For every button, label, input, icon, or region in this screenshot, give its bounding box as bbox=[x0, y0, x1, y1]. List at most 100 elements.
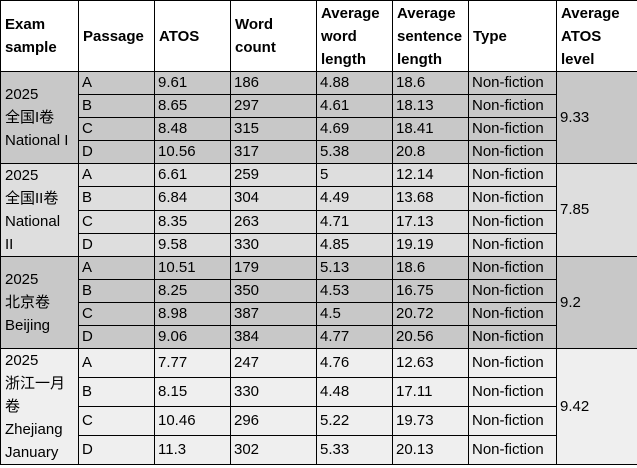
type-cell: Non-fiction bbox=[468, 162, 557, 188]
avg-word-length-cell: 4.85 bbox=[316, 232, 393, 258]
atos-cell: 8.98 bbox=[154, 302, 231, 326]
exam-sample-line: Beijing bbox=[5, 317, 51, 334]
passage-cell: A bbox=[78, 348, 155, 378]
word-count-cell: 317 bbox=[230, 140, 317, 164]
type-cell: Non-fiction bbox=[468, 279, 557, 303]
exam-sample-line: 北京卷 bbox=[5, 294, 51, 311]
word-count-cell: 350 bbox=[230, 279, 317, 303]
atos-cell: 8.65 bbox=[154, 94, 231, 118]
atos-cell: 9.06 bbox=[154, 325, 231, 349]
exam-sample-line: National bbox=[5, 213, 61, 230]
table-row: D 9.06 384 4.77 20.56 Non-fiction bbox=[1, 325, 637, 349]
word-count-cell: 387 bbox=[230, 302, 317, 326]
avg-sentence-length-cell: 12.63 bbox=[392, 348, 469, 378]
avg-word-length-cell: 4.49 bbox=[316, 186, 393, 211]
avg-word-length-cell: 5.22 bbox=[316, 406, 393, 436]
passage-cell: B bbox=[78, 279, 155, 303]
exam-sample-line: National I bbox=[5, 132, 69, 149]
avg-word-length-cell: 4.48 bbox=[316, 377, 393, 407]
word-count-cell: 302 bbox=[230, 435, 317, 465]
header-average-atos-level: Average ATOS level bbox=[556, 0, 637, 72]
avg-sentence-length-cell: 20.8 bbox=[392, 140, 469, 164]
table-row: B 8.65 297 4.61 18.13 Non-fiction bbox=[1, 94, 637, 118]
type-cell: Non-fiction bbox=[468, 140, 557, 164]
exam-sample-line: 浙江一月 bbox=[5, 375, 66, 392]
atos-cell: 10.46 bbox=[154, 406, 231, 436]
passage-cell: B bbox=[78, 94, 155, 118]
avg-word-length-cell: 4.53 bbox=[316, 279, 393, 303]
atos-cell: 10.51 bbox=[154, 256, 231, 280]
passage-cell: C bbox=[78, 117, 155, 141]
avg-sentence-length-cell: 20.72 bbox=[392, 302, 469, 326]
avg-sentence-length-cell: 19.19 bbox=[392, 232, 469, 258]
avg-sentence-length-cell: 12.14 bbox=[392, 162, 469, 188]
type-cell: Non-fiction bbox=[468, 232, 557, 258]
avg-sentence-length-cell: 18.6 bbox=[392, 71, 469, 95]
word-count-cell: 330 bbox=[230, 232, 317, 258]
type-cell: Non-fiction bbox=[468, 209, 557, 234]
average-atos-level-cell: 9.2 bbox=[556, 256, 637, 349]
exam-sample-line: 2025 bbox=[5, 271, 39, 288]
table-row: C 8.98 387 4.5 20.72 Non-fiction bbox=[1, 302, 637, 326]
avg-sentence-length-cell: 18.41 bbox=[392, 117, 469, 141]
word-count-cell: 259 bbox=[230, 162, 317, 188]
word-count-cell: 296 bbox=[230, 406, 317, 436]
word-count-cell: 315 bbox=[230, 117, 317, 141]
header-atos: ATOS bbox=[154, 0, 231, 72]
atos-cell: 8.35 bbox=[154, 209, 231, 234]
type-cell: Non-fiction bbox=[468, 348, 557, 378]
avg-sentence-length-cell: 18.13 bbox=[392, 94, 469, 118]
avg-sentence-length-cell: 19.73 bbox=[392, 406, 469, 436]
avg-sentence-length-cell: 13.68 bbox=[392, 186, 469, 211]
passage-cell: D bbox=[78, 140, 155, 164]
word-count-cell: 384 bbox=[230, 325, 317, 349]
avg-sentence-length-cell: 16.75 bbox=[392, 279, 469, 303]
avg-word-length-cell: 5.33 bbox=[316, 435, 393, 465]
passage-cell: C bbox=[78, 302, 155, 326]
type-cell: Non-fiction bbox=[468, 256, 557, 280]
atos-cell: 11.3 bbox=[154, 435, 231, 465]
avg-word-length-cell: 5.38 bbox=[316, 140, 393, 164]
table-row: C 8.48 315 4.69 18.41 Non-fiction bbox=[1, 117, 637, 141]
atos-cell: 8.25 bbox=[154, 279, 231, 303]
table-row: 2025 浙江一月卷 Zhejiang January A 7.77 247 4.76 12.6… bbox=[0, 348, 637, 465]
avg-sentence-length-cell: 20.56 bbox=[392, 325, 469, 349]
avg-sentence-length-cell: 18.6 bbox=[392, 256, 469, 280]
table-row: D 9.58 330 4.85 19.19 Non-fiction bbox=[1, 232, 637, 258]
avg-word-length-cell: 4.76 bbox=[316, 348, 393, 378]
passage-cell: A bbox=[78, 162, 155, 188]
atos-cell: 7.77 bbox=[154, 348, 231, 378]
avg-sentence-length-cell: 20.13 bbox=[392, 435, 469, 465]
atos-cell: 8.48 bbox=[154, 117, 231, 141]
table-row: B 8.25 350 4.53 16.75 Non-fiction bbox=[1, 279, 637, 303]
exam-sample-cell: 2025 全国II卷 National II bbox=[0, 163, 79, 257]
avg-sentence-length-cell: 17.11 bbox=[392, 377, 469, 407]
exam-sample-line: II bbox=[5, 236, 14, 253]
avg-word-length-cell: 4.77 bbox=[316, 325, 393, 349]
avg-sentence-length-cell: 17.13 bbox=[392, 209, 469, 234]
table-row: D 10.56 317 5.38 20.8 Non-fiction bbox=[1, 140, 637, 164]
average-atos-level-cell: 9.42 bbox=[556, 348, 637, 465]
atos-cell: 9.58 bbox=[154, 232, 231, 258]
avg-word-length-cell: 5.13 bbox=[316, 256, 393, 280]
word-count-cell: 179 bbox=[230, 256, 317, 280]
header-exam-sample: Exam sample bbox=[0, 0, 79, 72]
avg-word-length-cell: 4.71 bbox=[316, 209, 393, 234]
word-count-cell: 304 bbox=[230, 186, 317, 211]
avg-word-length-cell: 5 bbox=[316, 162, 393, 188]
exam-sample-line: 卷 bbox=[5, 398, 21, 415]
exam-sample-line: Zhejiang bbox=[5, 421, 63, 438]
exam-sample-line: 全国II卷 bbox=[5, 190, 59, 207]
avg-word-length-cell: 4.88 bbox=[316, 71, 393, 95]
passage-cell: C bbox=[78, 406, 155, 436]
exam-sample-line: 2025 bbox=[5, 352, 39, 369]
atos-cell: 10.56 bbox=[154, 140, 231, 164]
word-count-cell: 263 bbox=[230, 209, 317, 234]
passage-cell: D bbox=[78, 325, 155, 349]
word-count-cell: 186 bbox=[230, 71, 317, 95]
table-body: 2025 全国I卷 National I A 9.61 186 4.88 18.6 Non-fi… bbox=[0, 71, 637, 465]
table-row: B 8.15 330 4.48 17.11 Non-fiction bbox=[1, 377, 637, 407]
exam-sample-line: 2025 bbox=[5, 86, 39, 103]
header-row: Exam sample Passage ATOS Word count Aver… bbox=[0, 0, 637, 72]
